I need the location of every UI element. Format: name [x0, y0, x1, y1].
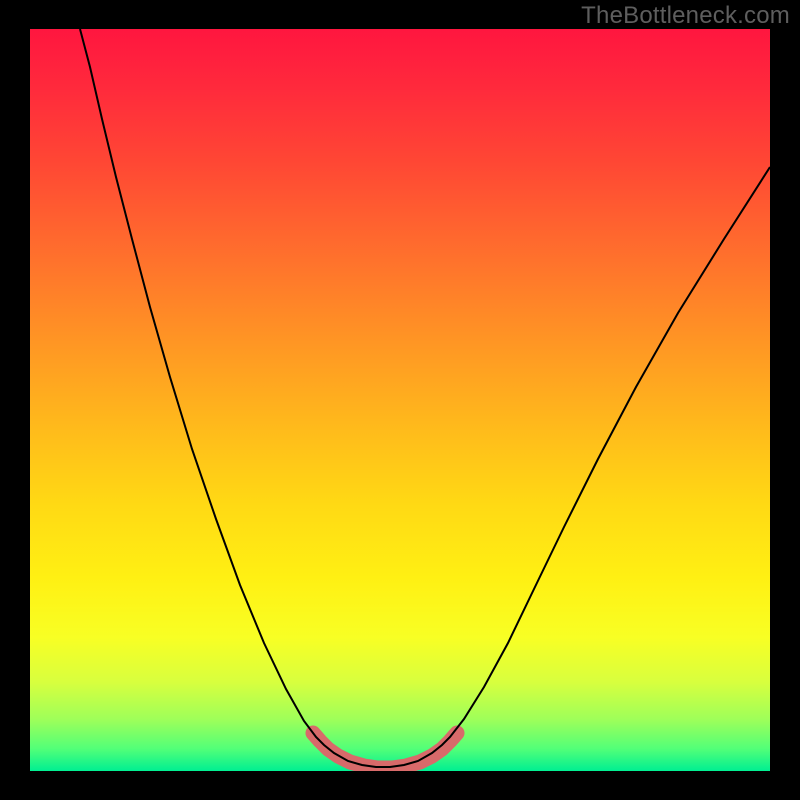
gradient-background: [30, 29, 770, 771]
chart-container: TheBottleneck.com: [0, 0, 800, 800]
watermark-text: TheBottleneck.com: [581, 2, 790, 30]
plot-svg: [30, 29, 770, 771]
plot-area: [30, 29, 770, 771]
